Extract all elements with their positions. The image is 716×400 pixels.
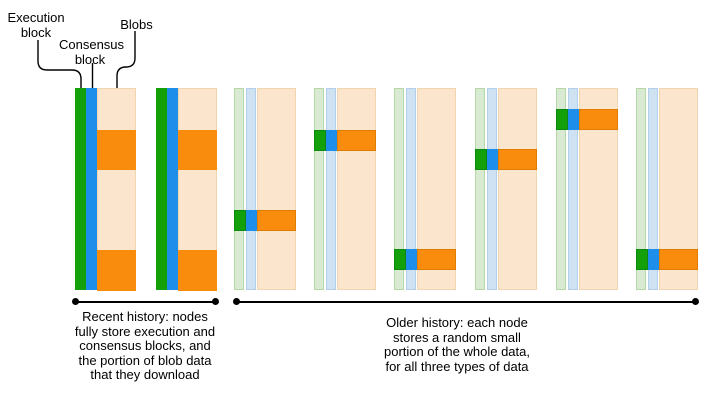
execution-strip-faded — [636, 88, 646, 290]
consensus-bar — [167, 88, 178, 290]
older-history-bracket — [236, 301, 695, 303]
consensus-bar — [86, 88, 97, 290]
execution-strip-faded — [394, 88, 404, 290]
blob-column — [97, 88, 136, 291]
blob-strip-faded — [498, 88, 537, 290]
recent-history-caption: Recent history: nodes fully store execut… — [74, 309, 216, 382]
band-execution-part — [636, 249, 648, 270]
band-consensus-part — [246, 210, 257, 231]
blob-segment — [178, 130, 217, 170]
band-blob-part — [417, 249, 456, 270]
consensus-strip-faded — [648, 88, 658, 290]
band-blob-part — [498, 149, 537, 170]
stored-sample-band — [556, 109, 618, 130]
node-column-4-older — [314, 88, 376, 290]
consensus-strip-faded — [568, 88, 578, 290]
older-history-caption: Older history: each node stores a random… — [384, 315, 530, 374]
node-column-2-recent — [156, 88, 217, 291]
older-history-bracket-endpoint-dot — [233, 298, 240, 305]
stored-sample-band — [636, 249, 698, 270]
stored-sample-band — [234, 210, 296, 231]
blob-strip-faded — [337, 88, 376, 290]
band-consensus-part — [648, 249, 659, 270]
stored-sample-band — [314, 130, 376, 151]
band-consensus-part — [568, 109, 579, 130]
stored-sample-band — [475, 149, 537, 170]
blobs-label: Blobs — [120, 17, 153, 32]
recent-history-bracket-endpoint-dot — [72, 298, 79, 305]
blob-strip-faded — [257, 88, 296, 290]
execution-bar — [156, 88, 167, 290]
recent-history-bracket-endpoint-dot — [212, 298, 219, 305]
band-execution-part — [314, 130, 326, 151]
execution-bar — [75, 88, 86, 290]
stored-sample-band — [394, 249, 456, 270]
execution-strip-faded — [556, 88, 566, 290]
node-column-8-older — [636, 88, 698, 290]
execution-strip-faded — [234, 88, 244, 290]
node-column-7-older — [556, 88, 618, 290]
node-column-3-older — [234, 88, 296, 290]
recent-history-bracket — [75, 301, 215, 303]
band-consensus-part — [326, 130, 337, 151]
band-consensus-part — [487, 149, 498, 170]
band-blob-part — [659, 249, 698, 270]
band-execution-part — [234, 210, 246, 231]
band-consensus-part — [406, 249, 417, 270]
node-column-6-older — [475, 88, 537, 290]
execution-block-label: Execution block — [7, 10, 65, 40]
consensus-strip-faded — [246, 88, 256, 290]
consensus-strip-faded — [326, 88, 336, 290]
blob-column — [178, 88, 217, 291]
band-blob-part — [257, 210, 296, 231]
older-history-bracket-endpoint-dot — [692, 298, 699, 305]
band-execution-part — [394, 249, 406, 270]
blob-segment — [178, 250, 217, 291]
blob-segment — [97, 250, 136, 291]
consensus-strip-faded — [487, 88, 497, 290]
consensus-strip-faded — [406, 88, 416, 290]
blob-segment — [97, 130, 136, 170]
band-blob-part — [337, 130, 376, 151]
node-column-1-recent — [75, 88, 136, 291]
band-execution-part — [556, 109, 568, 130]
node-column-5-older — [394, 88, 456, 290]
execution-strip-faded — [475, 88, 485, 290]
band-execution-part — [475, 149, 487, 170]
band-blob-part — [579, 109, 618, 130]
execution-strip-faded — [314, 88, 324, 290]
